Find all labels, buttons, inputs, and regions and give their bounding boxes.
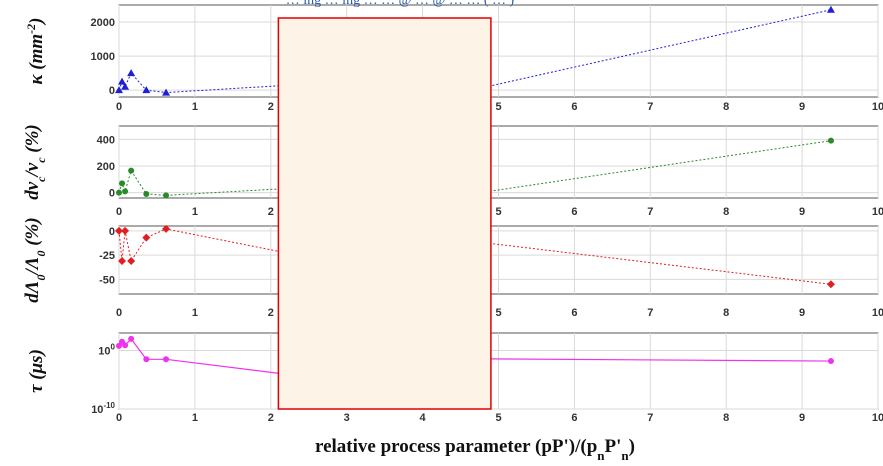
x-tick-label: 9 [799,101,805,113]
data-point [127,69,136,77]
y-axis-label: dνc/νc (%) [22,124,48,200]
data-point [826,280,835,289]
top-caption-fragment: … ing … ing … … @ … @ … … ( … ) [286,0,515,8]
data-point [163,192,170,199]
x-tick-label: 7 [647,307,653,319]
data-point [119,180,126,187]
x-tick-label: 0 [116,412,122,424]
x-tick-label: 10 [872,206,883,218]
x-tick-label: 6 [571,101,577,113]
data-point [143,191,150,197]
y-axis-label: κ (mm-2) [24,17,47,84]
data-point [128,167,135,174]
x-tick-label: 3 [344,412,350,424]
x-tick-label: 7 [647,412,653,424]
data-point [115,86,123,94]
x-tick-label: 0 [116,206,122,218]
y-tick-label: 0 [109,188,115,200]
x-tick-label: 1 [192,206,198,218]
x-tick-label: 9 [799,206,805,218]
y-tick-label: 100 [98,343,115,358]
data-point [121,226,130,235]
x-tick-label: 8 [723,206,729,218]
y-tick-label: 2000 [91,17,115,29]
x-tick-label: 0 [116,101,122,113]
y-tick-label: 0 [109,226,115,238]
x-tick-label: 7 [647,206,653,218]
x-tick-label: 5 [495,206,501,218]
y-axis-label: dΛ0/Λ0 (%) [22,217,48,302]
x-tick-label: 10 [872,101,883,113]
data-point [122,188,129,195]
data-point [116,189,122,196]
x-tick-label: 6 [571,307,577,319]
x-tick-label: 10 [872,307,883,319]
x-tick-label: 8 [723,101,729,113]
y-tick-label: 10-10 [91,401,115,416]
data-point [827,358,834,365]
x-tick-label: 2 [268,101,274,113]
y-tick-label: 400 [97,134,115,146]
data-point [116,342,122,349]
data-point [118,77,127,85]
x-tick-label: 5 [495,101,501,113]
y-tick-label: -25 [99,250,115,262]
y-axis-label: τ (μs) [26,349,47,393]
y-tick-label: 1000 [91,51,115,63]
data-point [118,256,127,265]
x-tick-label: 7 [647,101,653,113]
data-point [115,226,123,235]
y-axis-labels: κ (mm-2) dνc/νc (%) dΛ0/Λ0 (%) τ (μs) [22,17,48,392]
data-point [121,82,130,90]
data-point [162,224,171,233]
x-tick-label: 2 [268,206,274,218]
y-tick-label: 0 [109,85,115,97]
x-axis-label: relative process parameter (pP')/(pnP'n) [315,436,635,463]
x-tick-label: 9 [799,412,805,424]
data-point [163,356,170,363]
data-point [827,137,834,144]
x-tick-label: 1 [192,307,198,319]
data-point [128,335,135,342]
x-tick-label: 1 [192,101,198,113]
series-line [118,140,832,196]
data-point [143,356,150,363]
data-point [142,86,151,94]
data-point [127,256,136,265]
highlight-region [277,17,492,410]
x-tick-label: 6 [571,206,577,218]
x-tick-label: 4 [420,412,427,424]
panel-dlambda: 0123456789100-25-50 [99,224,883,319]
x-tick-label: 8 [723,412,729,424]
x-tick-label: 2 [268,307,274,319]
x-tick-label: 6 [571,412,577,424]
x-tick-label: 10 [872,412,883,424]
data-point [826,5,835,13]
x-tick-label: 5 [495,307,501,319]
x-tick-label: 0 [116,307,122,319]
y-tick-label: 200 [97,161,115,173]
data-point [162,88,171,96]
x-tick-label: 9 [799,307,805,319]
highlight-fill [278,18,491,409]
data-point [122,342,129,349]
x-tick-label: 2 [268,412,274,424]
x-tick-label: 1 [192,412,198,424]
y-tick-label: -50 [99,274,115,286]
x-tick-label: 5 [495,412,501,424]
data-point [142,233,151,242]
highlight-border [277,17,492,410]
x-tick-label: 8 [723,307,729,319]
